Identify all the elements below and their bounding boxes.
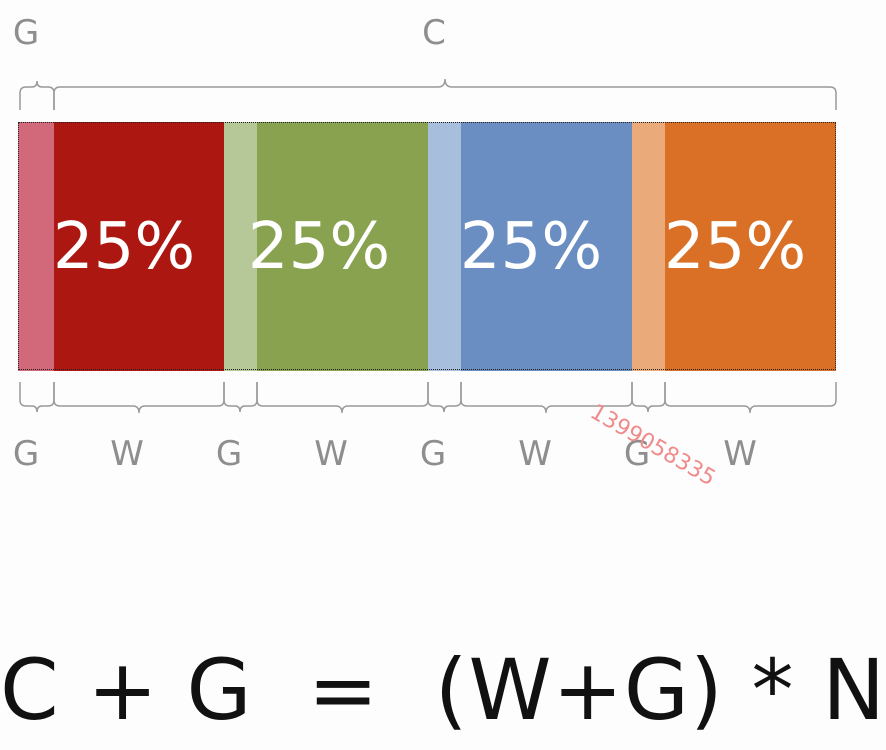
bottom-brace-g4 [631,382,666,413]
gutter-segment-4 [632,122,665,371]
bottom-brace-w1 [53,382,225,414]
bottom-label-w1: W [110,434,144,474]
gutter-segment-1 [18,122,54,371]
top-gutter-brace [19,80,55,110]
bottom-label-w4: W [723,434,757,474]
bottom-brace-w2 [256,382,429,414]
bottom-label-w2: W [314,434,348,474]
width-segment-1 [54,122,224,371]
bottom-brace-g2 [223,382,258,413]
width-segment-3 [461,122,632,371]
bottom-brace-w4 [664,382,837,414]
gutter-segment-2 [224,122,257,371]
top-container-label: C [422,13,446,53]
width-segment-4 [665,122,836,371]
bottom-label-g4: G [623,434,651,474]
top-container-brace [53,78,837,110]
percent-label-2: 25% [247,210,391,284]
bottom-brace-g3 [427,382,462,413]
gutter-segment-3 [428,122,461,371]
percent-label-1: 25% [52,210,196,284]
bottom-brace-g1 [19,382,55,413]
formula: C + G = (W+G) * N [0,641,886,739]
bottom-label-g2: G [215,434,243,474]
bottom-label-g1: G [12,434,40,474]
bottom-label-g3: G [419,434,447,474]
width-segment-2 [257,122,428,371]
bottom-label-w3: W [518,434,552,474]
bottom-brace-w3 [460,382,633,414]
percent-label-3: 25% [459,210,603,284]
top-gutter-label: G [12,13,40,53]
percent-label-4: 25% [663,210,807,284]
